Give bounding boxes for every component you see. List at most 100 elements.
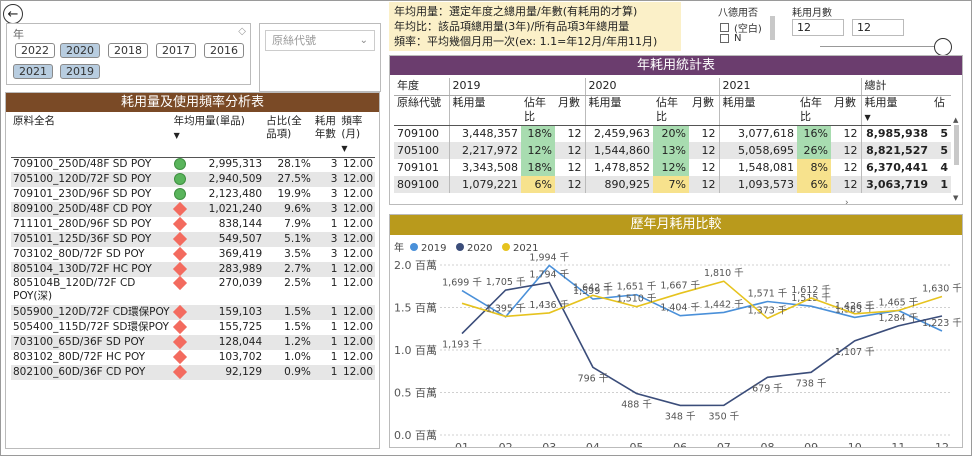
table-row[interactable]: 809100_250D/48F CD POY 1,021,240 9.6% 3 12.0… — [11, 201, 375, 217]
data-label: 1,442 千 — [704, 299, 744, 310]
annual-usage-title: 年耗用統計表 — [390, 56, 962, 75]
checkbox-icon[interactable] — [720, 34, 729, 43]
table-row[interactable]: 505400_115D/72F SD環保POY 155,725 1.5% 1 12.00 — [11, 319, 375, 335]
table-row[interactable]: 705101_125D/36F SD POY 549,507 5.1% 3 12.00 — [11, 231, 375, 247]
col-header-freq[interactable]: 頻率(月) ▼ — [339, 115, 375, 157]
matrix-usage-cell: 2,217,972 — [448, 142, 521, 159]
matrix-total-share[interactable]: 佔 — [931, 95, 951, 126]
year-chip-2020[interactable]: 2020 — [60, 43, 100, 58]
data-label: 1,630 千 — [922, 283, 962, 294]
matrix-sub-months[interactable]: 月數 — [555, 95, 585, 126]
table-row[interactable]: 709101_230D/96F SD POY 2,123,480 19.9% 3 12.… — [11, 187, 375, 202]
data-label: 1,642 千 — [573, 282, 613, 293]
data-label: 1,284 千 — [879, 313, 919, 324]
x-tick-label: 06 — [673, 441, 687, 447]
row-frequency: 12.00 — [339, 202, 375, 217]
back-arrow-icon[interactable]: ← — [3, 4, 23, 24]
months-min-input[interactable]: 12 — [792, 19, 844, 36]
legend-marker — [456, 243, 464, 251]
matrix-sub-usage[interactable]: 耗用量 — [718, 95, 797, 126]
row-years: 1 — [312, 335, 340, 350]
table-row[interactable]: 803102_80D/72F HC POY 103,702 1.0% 1 12.00 — [11, 349, 375, 365]
category-scrollbar[interactable] — [770, 16, 775, 40]
table-row[interactable]: 802100_60D/36F CD POY 92,129 0.9% 1 12.00 — [11, 364, 375, 380]
sort-desc-icon: ▼ — [864, 112, 871, 122]
year-chip-2018[interactable]: 2018 — [108, 43, 148, 58]
row-status — [172, 187, 193, 202]
row-share: 3.5% — [284, 248, 311, 260]
year-chip-2021[interactable]: 2021 — [13, 64, 53, 79]
col-header-name[interactable]: 原料全名 — [13, 115, 55, 127]
row-material-name: 505400_115D/72F SD環保POY — [13, 321, 169, 333]
row-material-name: 703100_65D/36F SD POY — [11, 335, 172, 350]
matrix-sub-share[interactable]: 佔年比 — [653, 95, 689, 126]
matrix-total-share-cell: 1 — [931, 176, 951, 193]
matrix-vertical-scrollbar[interactable]: ▲ ▼ — [953, 116, 960, 201]
matrix-share-cell: 8% — [797, 159, 831, 176]
matrix-months-cell: 12 — [831, 142, 861, 159]
row-material-name: 809100_250D/48F CD POY — [11, 202, 172, 217]
monthly-comparison-title: 歷年月耗用比較 — [390, 215, 962, 235]
year-chip-2022[interactable]: 2022 — [15, 43, 55, 58]
usage-frequency-panel: 耗用量及使用頻率分析表 原料全名 年均用量(單品) ▼ 占比(全品項) 耗用年數 … — [5, 92, 380, 449]
months-max-input[interactable]: 12 — [852, 19, 904, 36]
matrix-share-cell: 7% — [653, 176, 689, 193]
row-status — [172, 157, 193, 172]
year-slicer: 年 ◇ 2022 2020 2018 2017 2016 2021 2019 — [6, 23, 251, 85]
months-slider-handle[interactable] — [934, 38, 952, 56]
matrix-year-2021[interactable]: 2021 — [718, 78, 861, 96]
matrix-months-cell: 12 — [843, 127, 858, 141]
table-row[interactable]: 709100_250D/48F SD POY 2,995,313 28.1% 3 12.… — [11, 157, 375, 172]
category-option-blank[interactable]: (空白) — [720, 20, 762, 35]
table-row[interactable]: 703102_80D/72F SD POY 369,419 3.5% 3 12.00 — [11, 246, 375, 262]
table-row[interactable]: 711101_280D/96F SD POY 838,144 7.9% 1 12.00 — [11, 216, 375, 232]
row-share: 27.5% — [264, 172, 313, 187]
row-avg-usage: 159,103 — [192, 305, 265, 320]
row-years: 1 — [330, 277, 338, 289]
matrix-row[interactable]: 809100 1,079,221 6% 12 890,925 7% 12 1,093,573 6… — [394, 176, 951, 193]
matrix-year-2019[interactable]: 2019 — [448, 78, 585, 96]
table-row[interactable]: 703100_65D/36F SD POY 128,044 1.2% 1 12.00 — [11, 334, 375, 350]
category-slicer-title: 八德用否 — [718, 8, 758, 19]
matrix-sub-usage[interactable]: 耗用量 — [584, 95, 653, 126]
col-header-avg[interactable]: 年均用量(單品) ▼ — [172, 115, 265, 157]
category-option-n[interactable]: N — [720, 33, 741, 44]
data-label: 1,705 千 — [486, 277, 526, 288]
matrix-row[interactable]: 705100 2,217,972 12% 12 1,544,860 13% 12 5,058,… — [394, 142, 951, 159]
status-green-circle-icon — [173, 158, 186, 171]
matrix-year-2020[interactable]: 2020 — [584, 78, 719, 96]
matrix-share-cell: 6% — [797, 176, 831, 193]
year-chip-2019[interactable]: 2019 — [60, 64, 100, 79]
year-chip-2016[interactable]: 2016 — [204, 43, 244, 58]
table-row[interactable]: 705100_120D/72F SD POY 2,940,509 27.5% 3 12.… — [11, 172, 375, 187]
matrix-sub-months[interactable]: 月數 — [689, 95, 719, 126]
matrix-col-code[interactable]: 原絲代號 — [394, 95, 449, 126]
matrix-sub-share[interactable]: 佔年比 — [521, 95, 555, 126]
matrix-total-usage[interactable]: 耗用量 ▼ — [860, 95, 931, 126]
row-share: 1.5% — [284, 321, 311, 333]
matrix-total-cell: 8,821,527 — [860, 142, 931, 159]
material-code-dropdown[interactable]: 原絲代號 ⌄ — [265, 30, 375, 51]
col-header-pct[interactable]: 占比(全品項) — [266, 115, 302, 140]
matrix-row[interactable]: 709101 3,343,508 18% 12 1,478,852 12% 12 1,548,… — [394, 159, 951, 176]
table-row[interactable]: 805104_130D/72F HC POY 283,989 2.7% 1 12.00 — [11, 261, 375, 277]
col-header-years[interactable]: 耗用年數 — [314, 115, 336, 140]
matrix-sub-months[interactable]: 月數 — [831, 95, 861, 126]
matrix-sub-usage[interactable]: 耗用量 — [448, 95, 521, 126]
matrix-sub-share[interactable]: 佔年比 — [797, 95, 831, 126]
row-status — [172, 246, 193, 262]
clear-selection-icon[interactable]: ◇ — [238, 26, 246, 37]
months-slider-track[interactable] — [820, 46, 940, 47]
matrix-share-cell: 12% — [521, 142, 555, 159]
status-red-diamond-icon — [172, 275, 187, 291]
data-label: 1,107 千 — [835, 347, 875, 358]
checkbox-icon[interactable] — [720, 23, 729, 32]
x-tick-label: 09 — [804, 441, 818, 447]
data-label: 1,571 千 — [748, 288, 788, 299]
year-chip-2017[interactable]: 2017 — [156, 43, 196, 58]
table-row[interactable]: 805104B_120D/72F CD POY(深) 270,039 2.5% 1 12… — [11, 275, 375, 305]
table-row[interactable]: 505900_120D/72F CD環保POY 159,103 1.5% 1 12.00 — [11, 304, 375, 320]
matrix-row[interactable]: 709100 3,448,357 18% 12 2,459,963 20% 12 3,077,… — [394, 125, 951, 142]
matrix-scroll-right-icon[interactable]: › — [845, 198, 849, 205]
row-avg-usage: 270,039 — [218, 277, 263, 289]
